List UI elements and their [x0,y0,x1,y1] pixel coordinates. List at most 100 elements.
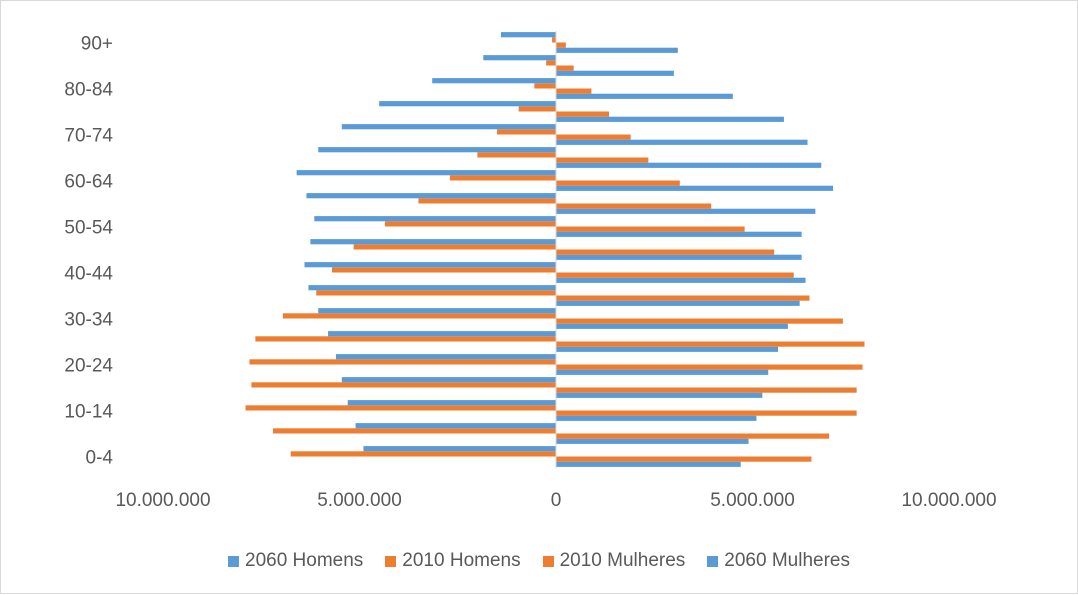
legend-label: 2010 Homens [402,550,521,571]
bar-2060-homens-90plus [500,32,556,38]
bar-2010-mulheres-25-29 [556,341,865,347]
legend-label: 2060 Homens [245,550,364,571]
legend-item: 2010 Homens [385,550,521,572]
legend-swatch [385,555,397,567]
bar-2060-mulheres-55-59 [556,208,816,214]
bar-2010-mulheres-0-4 [556,456,812,462]
bar-2060-homens-45-49 [310,239,556,245]
bar-2060-homens-75-79 [379,101,556,107]
legend-label: 2060 Mulheres [724,550,850,571]
x-tick-label: 10.000.000 [901,490,996,511]
x-tick-label: 5.000.000 [710,490,795,511]
bar-2010-mulheres-70-74 [556,134,631,140]
legend-item: 2010 Mulheres [542,550,686,572]
bar-2010-homens-10-14 [245,405,556,411]
bar-2060-mulheres-20-24 [556,369,769,375]
bar-2010-mulheres-35-39 [556,295,810,301]
bar-2010-mulheres-90plus [556,42,566,48]
bar-2010-homens-80-84 [534,83,556,89]
bar-2060-mulheres-50-54 [556,231,802,237]
bar-2010-mulheres-45-49 [556,249,775,255]
bar-2010-mulheres-85-89 [556,65,574,71]
y-tick-label: 30-34 [64,310,113,331]
bar-2060-homens-0-4 [363,446,556,452]
bar-2060-homens-60-64 [296,170,556,176]
bar-2060-homens-15-19 [341,377,556,383]
legend-swatch [228,555,239,567]
y-tick-label: 50-54 [64,218,113,239]
bar-2060-homens-80-84 [432,78,556,84]
bar-2060-mulheres-90plus [556,47,678,53]
y-tick-label: 20-24 [64,356,113,377]
bar-2010-homens-45-49 [353,244,556,250]
legend-item: 2060 Mulheres [707,550,850,572]
legend-swatch [707,555,719,567]
bar-2060-mulheres-15-19 [556,392,763,398]
bar-2060-mulheres-80-84 [556,93,733,99]
bar-2010-homens-75-79 [518,106,556,112]
bar-2060-homens-10-14 [347,400,556,406]
bar-2060-homens-50-54 [314,216,556,222]
bar-2060-mulheres-85-89 [556,70,674,76]
legend-label: 2010 Mulheres [559,550,686,571]
bar-2060-mulheres-40-44 [556,277,806,283]
y-tick-label: 90+ [81,34,113,55]
bar-2060-homens-5-9 [355,423,556,429]
bar-2010-homens-60-64 [449,175,556,181]
y-axis-labels: 0-4 10-14 20-24 30-34 40-44 50-54 60-64 70-74 80… [64,34,113,469]
bar-2060-homens-30-34 [318,308,556,314]
bar-2010-mulheres-20-24 [556,364,863,370]
bar-2010-mulheres-10-14 [556,410,857,416]
bar-2010-homens-40-44 [331,267,556,273]
bar-2060-homens-55-59 [306,193,556,199]
y-tick-label: 10-14 [64,402,113,423]
bar-2010-mulheres-55-59 [556,203,712,209]
legend-swatch [542,555,554,567]
x-axis-labels: 10.000.000 5.000.000 0 5.000.000 10.000.000 [115,490,996,511]
x-tick-label: 0 [551,490,562,511]
y-tick-label: 80-84 [64,80,113,101]
y-tick-label: 0-4 [86,448,114,469]
bar-2060-mulheres-5-9 [556,438,749,444]
bar-2060-homens-65-69 [318,147,556,153]
bar-2060-mulheres-70-74 [556,139,808,145]
bar-2010-mulheres-60-64 [556,180,680,186]
bar-2010-homens-90plus [552,37,556,43]
bars-group [245,32,865,467]
legend: 2060 Homens 2010 Homens 2010 Mulheres 2060 … [0,550,1078,572]
bar-2010-mulheres-40-44 [556,272,794,278]
bar-2060-mulheres-10-14 [556,415,757,421]
bar-2010-homens-30-34 [282,313,556,319]
bar-2010-homens-20-24 [249,359,556,365]
bar-2060-mulheres-45-49 [556,254,802,260]
bar-2060-mulheres-60-64 [556,185,834,191]
bar-2010-mulheres-65-69 [556,157,649,163]
bar-2060-mulheres-0-4 [556,461,741,467]
bar-2010-mulheres-80-84 [556,88,592,94]
bar-2060-mulheres-25-29 [556,346,779,352]
bar-2060-homens-25-29 [328,331,556,337]
y-tick-label: 70-74 [64,126,113,147]
bar-2060-homens-35-39 [308,285,556,291]
bar-2010-homens-55-59 [418,198,556,204]
bar-2010-homens-70-74 [497,129,556,135]
bar-2010-homens-65-69 [477,152,556,158]
x-tick-label: 10.000.000 [115,490,210,511]
bar-2010-mulheres-50-54 [556,226,745,232]
x-tick-label: 5.000.000 [317,490,402,511]
bar-2010-mulheres-30-34 [556,318,843,324]
bar-2010-mulheres-15-19 [556,387,857,393]
bar-2010-mulheres-75-79 [556,111,610,117]
bar-2010-homens-15-19 [251,382,557,388]
bar-2060-homens-20-24 [335,354,556,360]
bar-2060-mulheres-65-69 [556,162,822,168]
bar-2010-homens-35-39 [316,290,556,296]
bar-2010-homens-0-4 [290,451,556,457]
bar-2060-homens-70-74 [341,124,556,130]
bar-2060-mulheres-75-79 [556,116,784,122]
bar-2060-homens-40-44 [304,262,556,268]
bar-2010-homens-25-29 [255,336,557,342]
legend-item: 2060 Homens [228,550,363,572]
